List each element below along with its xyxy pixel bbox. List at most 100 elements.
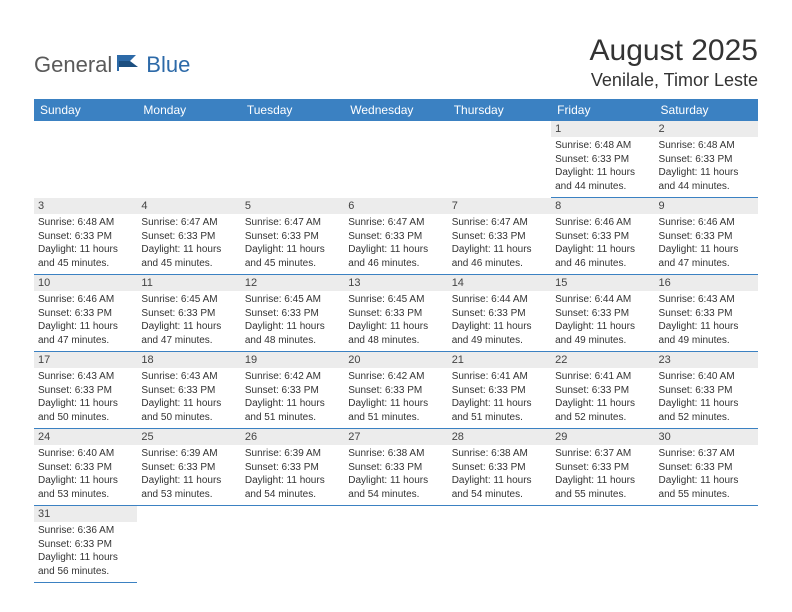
day-info: Sunrise: 6:42 AMSunset: 6:33 PMDaylight:… bbox=[344, 368, 447, 428]
day-header: Friday bbox=[551, 99, 654, 121]
day-cell bbox=[655, 506, 758, 583]
day-info: Sunrise: 6:45 AMSunset: 6:33 PMDaylight:… bbox=[241, 291, 344, 351]
day-number: 14 bbox=[448, 275, 551, 291]
day-number: 8 bbox=[551, 198, 654, 214]
day-info: Sunrise: 6:48 AMSunset: 6:33 PMDaylight:… bbox=[655, 137, 758, 197]
week-row: 17Sunrise: 6:43 AMSunset: 6:33 PMDayligh… bbox=[34, 352, 758, 429]
day-info: Sunrise: 6:41 AMSunset: 6:33 PMDaylight:… bbox=[448, 368, 551, 428]
day-number bbox=[137, 506, 240, 510]
day-cell: 30Sunrise: 6:37 AMSunset: 6:33 PMDayligh… bbox=[655, 429, 758, 506]
day-info: Sunrise: 6:45 AMSunset: 6:33 PMDaylight:… bbox=[137, 291, 240, 351]
day-info: Sunrise: 6:47 AMSunset: 6:33 PMDaylight:… bbox=[241, 214, 344, 274]
day-cell: 29Sunrise: 6:37 AMSunset: 6:33 PMDayligh… bbox=[551, 429, 654, 506]
week-row: 24Sunrise: 6:40 AMSunset: 6:33 PMDayligh… bbox=[34, 429, 758, 506]
day-number: 6 bbox=[344, 198, 447, 214]
week-row: 10Sunrise: 6:46 AMSunset: 6:33 PMDayligh… bbox=[34, 275, 758, 352]
day-number: 22 bbox=[551, 352, 654, 368]
day-cell: 24Sunrise: 6:40 AMSunset: 6:33 PMDayligh… bbox=[34, 429, 137, 506]
day-cell bbox=[344, 121, 447, 198]
day-number: 23 bbox=[655, 352, 758, 368]
day-cell: 4Sunrise: 6:47 AMSunset: 6:33 PMDaylight… bbox=[137, 198, 240, 275]
day-number: 26 bbox=[241, 429, 344, 445]
day-cell: 27Sunrise: 6:38 AMSunset: 6:33 PMDayligh… bbox=[344, 429, 447, 506]
day-cell bbox=[137, 121, 240, 198]
day-number: 4 bbox=[137, 198, 240, 214]
day-cell: 16Sunrise: 6:43 AMSunset: 6:33 PMDayligh… bbox=[655, 275, 758, 352]
day-cell: 1Sunrise: 6:48 AMSunset: 6:33 PMDaylight… bbox=[551, 121, 654, 198]
day-cell: 5Sunrise: 6:47 AMSunset: 6:33 PMDaylight… bbox=[241, 198, 344, 275]
day-cell: 10Sunrise: 6:46 AMSunset: 6:33 PMDayligh… bbox=[34, 275, 137, 352]
day-number: 15 bbox=[551, 275, 654, 291]
title-block: August 2025 Venilale, Timor Leste bbox=[590, 34, 758, 91]
day-cell bbox=[344, 506, 447, 583]
day-info: Sunrise: 6:44 AMSunset: 6:33 PMDaylight:… bbox=[551, 291, 654, 351]
day-cell: 3Sunrise: 6:48 AMSunset: 6:33 PMDaylight… bbox=[34, 198, 137, 275]
day-info: Sunrise: 6:37 AMSunset: 6:33 PMDaylight:… bbox=[551, 445, 654, 505]
day-cell bbox=[448, 506, 551, 583]
week-row: 3Sunrise: 6:48 AMSunset: 6:33 PMDaylight… bbox=[34, 198, 758, 275]
day-number: 9 bbox=[655, 198, 758, 214]
day-number: 17 bbox=[34, 352, 137, 368]
week-row: 31Sunrise: 6:36 AMSunset: 6:33 PMDayligh… bbox=[34, 506, 758, 583]
day-cell bbox=[34, 121, 137, 198]
day-number bbox=[344, 506, 447, 510]
day-number bbox=[137, 121, 240, 125]
day-number: 3 bbox=[34, 198, 137, 214]
day-number: 7 bbox=[448, 198, 551, 214]
day-cell: 23Sunrise: 6:40 AMSunset: 6:33 PMDayligh… bbox=[655, 352, 758, 429]
day-cell: 8Sunrise: 6:46 AMSunset: 6:33 PMDaylight… bbox=[551, 198, 654, 275]
day-info: Sunrise: 6:40 AMSunset: 6:33 PMDaylight:… bbox=[655, 368, 758, 428]
day-number: 24 bbox=[34, 429, 137, 445]
day-cell: 21Sunrise: 6:41 AMSunset: 6:33 PMDayligh… bbox=[448, 352, 551, 429]
day-cell: 22Sunrise: 6:41 AMSunset: 6:33 PMDayligh… bbox=[551, 352, 654, 429]
calendar: SundayMondayTuesdayWednesdayThursdayFrid… bbox=[34, 99, 758, 583]
day-cell: 28Sunrise: 6:38 AMSunset: 6:33 PMDayligh… bbox=[448, 429, 551, 506]
day-cell bbox=[551, 506, 654, 583]
day-info: Sunrise: 6:47 AMSunset: 6:33 PMDaylight:… bbox=[344, 214, 447, 274]
day-info: Sunrise: 6:42 AMSunset: 6:33 PMDaylight:… bbox=[241, 368, 344, 428]
brand-part1: General bbox=[34, 52, 112, 78]
day-info: Sunrise: 6:48 AMSunset: 6:33 PMDaylight:… bbox=[34, 214, 137, 274]
brand-logo: General Blue bbox=[34, 52, 190, 78]
month-title: August 2025 bbox=[590, 34, 758, 68]
day-number bbox=[551, 506, 654, 510]
day-cell: 19Sunrise: 6:42 AMSunset: 6:33 PMDayligh… bbox=[241, 352, 344, 429]
day-info: Sunrise: 6:43 AMSunset: 6:33 PMDaylight:… bbox=[137, 368, 240, 428]
day-number bbox=[655, 506, 758, 510]
day-cell: 26Sunrise: 6:39 AMSunset: 6:33 PMDayligh… bbox=[241, 429, 344, 506]
day-number: 20 bbox=[344, 352, 447, 368]
day-info: Sunrise: 6:38 AMSunset: 6:33 PMDaylight:… bbox=[344, 445, 447, 505]
day-number bbox=[241, 121, 344, 125]
day-header: Sunday bbox=[34, 99, 137, 121]
day-number bbox=[241, 506, 344, 510]
day-header-row: SundayMondayTuesdayWednesdayThursdayFrid… bbox=[34, 99, 758, 121]
day-info: Sunrise: 6:44 AMSunset: 6:33 PMDaylight:… bbox=[448, 291, 551, 351]
day-cell bbox=[241, 121, 344, 198]
day-header: Wednesday bbox=[344, 99, 447, 121]
day-number: 18 bbox=[137, 352, 240, 368]
day-header: Saturday bbox=[655, 99, 758, 121]
day-number: 28 bbox=[448, 429, 551, 445]
day-number: 31 bbox=[34, 506, 137, 522]
day-number: 10 bbox=[34, 275, 137, 291]
day-cell bbox=[137, 506, 240, 583]
day-number: 21 bbox=[448, 352, 551, 368]
day-info: Sunrise: 6:47 AMSunset: 6:33 PMDaylight:… bbox=[137, 214, 240, 274]
day-cell: 14Sunrise: 6:44 AMSunset: 6:33 PMDayligh… bbox=[448, 275, 551, 352]
day-number bbox=[34, 121, 137, 125]
day-number: 30 bbox=[655, 429, 758, 445]
day-info: Sunrise: 6:46 AMSunset: 6:33 PMDaylight:… bbox=[34, 291, 137, 351]
day-number bbox=[448, 121, 551, 125]
day-number: 5 bbox=[241, 198, 344, 214]
day-info: Sunrise: 6:41 AMSunset: 6:33 PMDaylight:… bbox=[551, 368, 654, 428]
day-cell: 17Sunrise: 6:43 AMSunset: 6:33 PMDayligh… bbox=[34, 352, 137, 429]
day-cell: 15Sunrise: 6:44 AMSunset: 6:33 PMDayligh… bbox=[551, 275, 654, 352]
brand-part2: Blue bbox=[146, 52, 190, 78]
day-cell: 2Sunrise: 6:48 AMSunset: 6:33 PMDaylight… bbox=[655, 121, 758, 198]
day-cell: 6Sunrise: 6:47 AMSunset: 6:33 PMDaylight… bbox=[344, 198, 447, 275]
day-number: 27 bbox=[344, 429, 447, 445]
day-cell: 7Sunrise: 6:47 AMSunset: 6:33 PMDaylight… bbox=[448, 198, 551, 275]
day-cell: 11Sunrise: 6:45 AMSunset: 6:33 PMDayligh… bbox=[137, 275, 240, 352]
day-cell: 31Sunrise: 6:36 AMSunset: 6:33 PMDayligh… bbox=[34, 506, 137, 583]
day-number: 11 bbox=[137, 275, 240, 291]
